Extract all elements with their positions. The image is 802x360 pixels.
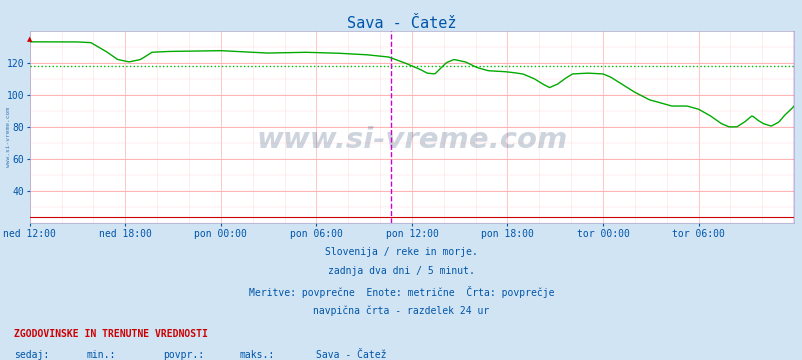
Text: min.:: min.:	[87, 350, 116, 360]
Text: Sava - Čatež: Sava - Čatež	[346, 16, 456, 31]
Text: Sava - Čatež: Sava - Čatež	[315, 350, 386, 360]
Text: www.si-vreme.com: www.si-vreme.com	[6, 107, 10, 167]
Text: ▲: ▲	[27, 36, 32, 42]
Text: zadnja dva dni / 5 minut.: zadnja dva dni / 5 minut.	[328, 266, 474, 276]
Text: sedaj:: sedaj:	[14, 350, 50, 360]
Text: www.si-vreme.com: www.si-vreme.com	[256, 126, 567, 154]
Text: navpična črta - razdelek 24 ur: navpična črta - razdelek 24 ur	[313, 306, 489, 316]
Text: ZGODOVINSKE IN TRENUTNE VREDNOSTI: ZGODOVINSKE IN TRENUTNE VREDNOSTI	[14, 329, 208, 339]
Text: povpr.:: povpr.:	[163, 350, 204, 360]
Text: Meritve: povprečne  Enote: metrične  Črta: povprečje: Meritve: povprečne Enote: metrične Črta:…	[249, 286, 553, 298]
Text: maks.:: maks.:	[239, 350, 274, 360]
Text: Slovenija / reke in morje.: Slovenija / reke in morje.	[325, 247, 477, 257]
